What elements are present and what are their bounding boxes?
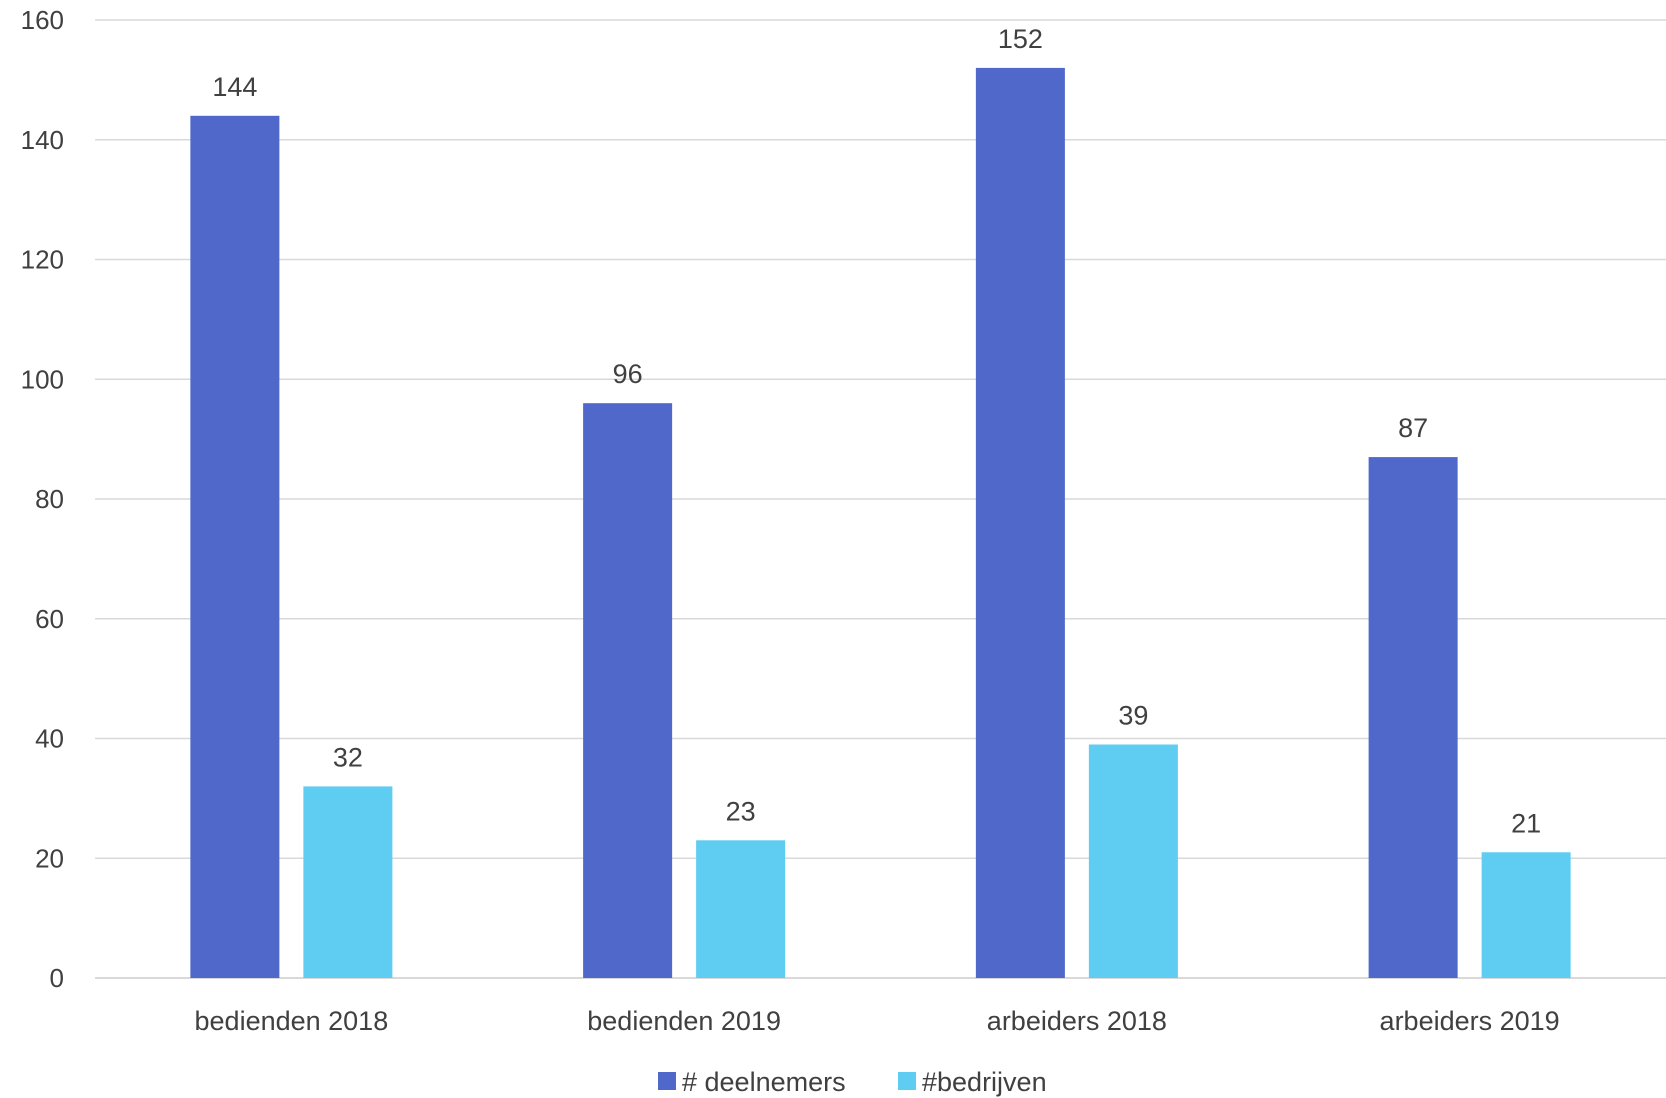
data-label: 32 [333,742,363,772]
x-axis-categories: bedienden 2018 bedienden 2019 arbeiders 20… [195,1006,1560,1036]
legend: # deelnemers #bedrijven [658,1067,1047,1097]
data-label: 39 [1118,700,1148,730]
data-label: 96 [613,359,643,389]
legend-swatch [658,1072,676,1090]
data-labels: 144 32 96 23 152 39 87 21 [212,24,1541,838]
bar [1088,744,1178,978]
data-label: 152 [998,24,1043,54]
y-tick-label: 120 [21,245,64,275]
data-label: 144 [212,72,257,102]
bar [696,840,786,978]
y-tick-label: 80 [35,484,64,514]
legend-label: #bedrijven [922,1067,1047,1097]
bar [583,403,673,978]
bar [303,786,393,978]
x-category-label: bedienden 2019 [587,1006,781,1036]
bar [190,115,280,979]
bars [190,67,1571,979]
data-label: 87 [1398,413,1428,443]
y-tick-label: 20 [35,843,64,873]
y-tick-label: 140 [21,125,64,155]
legend-label: # deelnemers [682,1067,846,1097]
x-category-label: bedienden 2018 [195,1006,389,1036]
bar [975,67,1065,978]
y-tick-label: 40 [35,724,64,754]
legend-swatch [898,1072,916,1090]
x-category-label: arbeiders 2018 [987,1006,1167,1036]
x-category-label: arbeiders 2019 [1380,1006,1560,1036]
y-tick-label: 0 [50,963,64,993]
y-tick-label: 100 [21,364,64,394]
data-label: 23 [726,796,756,826]
y-tick-label: 60 [35,604,64,634]
data-label: 21 [1511,808,1541,838]
y-axis-ticks: 0 20 40 60 80 100 120 140 160 [21,5,64,993]
bar [1481,852,1571,978]
bar [1368,457,1458,978]
y-tick-label: 160 [21,5,64,35]
